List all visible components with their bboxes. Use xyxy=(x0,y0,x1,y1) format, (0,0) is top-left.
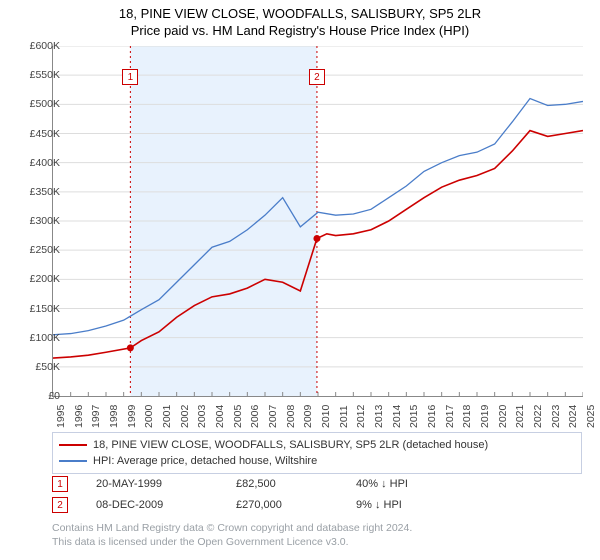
legend-box: 18, PINE VIEW CLOSE, WOODFALLS, SALISBUR… xyxy=(52,432,582,474)
x-tick-label: 1996 xyxy=(73,405,85,428)
chart-area xyxy=(52,46,582,396)
x-tick-label: 2007 xyxy=(267,405,279,428)
sale-marker-2: 2 xyxy=(52,497,68,513)
x-tick-label: 1995 xyxy=(55,405,67,428)
x-tick-label: 1999 xyxy=(126,405,138,428)
x-tick-label: 2001 xyxy=(161,405,173,428)
y-tick-label: £600K xyxy=(14,40,60,52)
x-tick-label: 2023 xyxy=(550,405,562,428)
sale-diff-1: 40% ↓ HPI xyxy=(356,478,476,490)
x-tick-label: 2012 xyxy=(355,405,367,428)
y-tick-label: £500K xyxy=(14,98,60,110)
legend-label-hpi: HPI: Average price, detached house, Wilt… xyxy=(93,455,317,467)
sale-date-1: 20-MAY-1999 xyxy=(96,478,236,490)
x-tick-label: 2015 xyxy=(408,405,420,428)
x-tick-label: 2024 xyxy=(567,405,579,428)
sale-price-2: £270,000 xyxy=(236,499,356,511)
y-tick-label: £100K xyxy=(14,332,60,344)
footnote: Contains HM Land Registry data © Crown c… xyxy=(52,522,582,549)
plot-svg xyxy=(52,46,583,397)
chart-title-line2: Price paid vs. HM Land Registry's House … xyxy=(0,23,600,38)
x-tick-label: 2021 xyxy=(514,405,526,428)
x-tick-label: 2013 xyxy=(373,405,385,428)
y-tick-label: £350K xyxy=(14,186,60,198)
x-tick-label: 2016 xyxy=(426,405,438,428)
x-tick-label: 2017 xyxy=(444,405,456,428)
chart-marker-2: 2 xyxy=(309,69,325,85)
x-tick-label: 1997 xyxy=(90,405,102,428)
y-tick-label: £0 xyxy=(14,390,60,402)
x-tick-label: 2002 xyxy=(179,405,191,428)
sale-row-1: 1 20-MAY-1999 £82,500 40% ↓ HPI xyxy=(52,476,582,492)
y-tick-label: £150K xyxy=(14,303,60,315)
x-tick-label: 2006 xyxy=(249,405,261,428)
sale-diff-2: 9% ↓ HPI xyxy=(356,499,476,511)
chart-title-line1: 18, PINE VIEW CLOSE, WOODFALLS, SALISBUR… xyxy=(0,6,600,21)
sale-date-2: 08-DEC-2009 xyxy=(96,499,236,511)
x-tick-label: 2000 xyxy=(143,405,155,428)
y-tick-label: £550K xyxy=(14,69,60,81)
y-tick-label: £250K xyxy=(14,244,60,256)
sale-row-2: 2 08-DEC-2009 £270,000 9% ↓ HPI xyxy=(52,497,582,513)
footnote-line2: This data is licensed under the Open Gov… xyxy=(52,536,582,550)
chart-container: 18, PINE VIEW CLOSE, WOODFALLS, SALISBUR… xyxy=(0,0,600,560)
x-tick-label: 2020 xyxy=(497,405,509,428)
x-tick-label: 1998 xyxy=(108,405,120,428)
x-tick-label: 2009 xyxy=(302,405,314,428)
x-tick-label: 2003 xyxy=(196,405,208,428)
sale-price-1: £82,500 xyxy=(236,478,356,490)
chart-marker-1: 1 xyxy=(122,69,138,85)
sale-marker-1: 1 xyxy=(52,476,68,492)
x-tick-label: 2011 xyxy=(338,405,350,428)
x-tick-label: 2014 xyxy=(391,405,403,428)
x-tick-label: 2022 xyxy=(532,405,544,428)
y-tick-label: £50K xyxy=(14,361,60,373)
legend-swatch-property xyxy=(59,444,87,446)
legend-item-property: 18, PINE VIEW CLOSE, WOODFALLS, SALISBUR… xyxy=(59,437,575,453)
x-tick-label: 2008 xyxy=(285,405,297,428)
y-tick-label: £400K xyxy=(14,157,60,169)
y-tick-label: £450K xyxy=(14,128,60,140)
x-tick-label: 2025 xyxy=(585,405,597,428)
x-tick-label: 2010 xyxy=(320,405,332,428)
x-tick-label: 2018 xyxy=(461,405,473,428)
title-block: 18, PINE VIEW CLOSE, WOODFALLS, SALISBUR… xyxy=(0,0,600,38)
legend-swatch-hpi xyxy=(59,460,87,462)
legend-item-hpi: HPI: Average price, detached house, Wilt… xyxy=(59,453,575,469)
x-tick-label: 2004 xyxy=(214,405,226,428)
x-tick-label: 2005 xyxy=(232,405,244,428)
y-tick-label: £200K xyxy=(14,273,60,285)
x-tick-label: 2019 xyxy=(479,405,491,428)
legend-label-property: 18, PINE VIEW CLOSE, WOODFALLS, SALISBUR… xyxy=(93,439,488,451)
y-tick-label: £300K xyxy=(14,215,60,227)
footnote-line1: Contains HM Land Registry data © Crown c… xyxy=(52,522,582,536)
